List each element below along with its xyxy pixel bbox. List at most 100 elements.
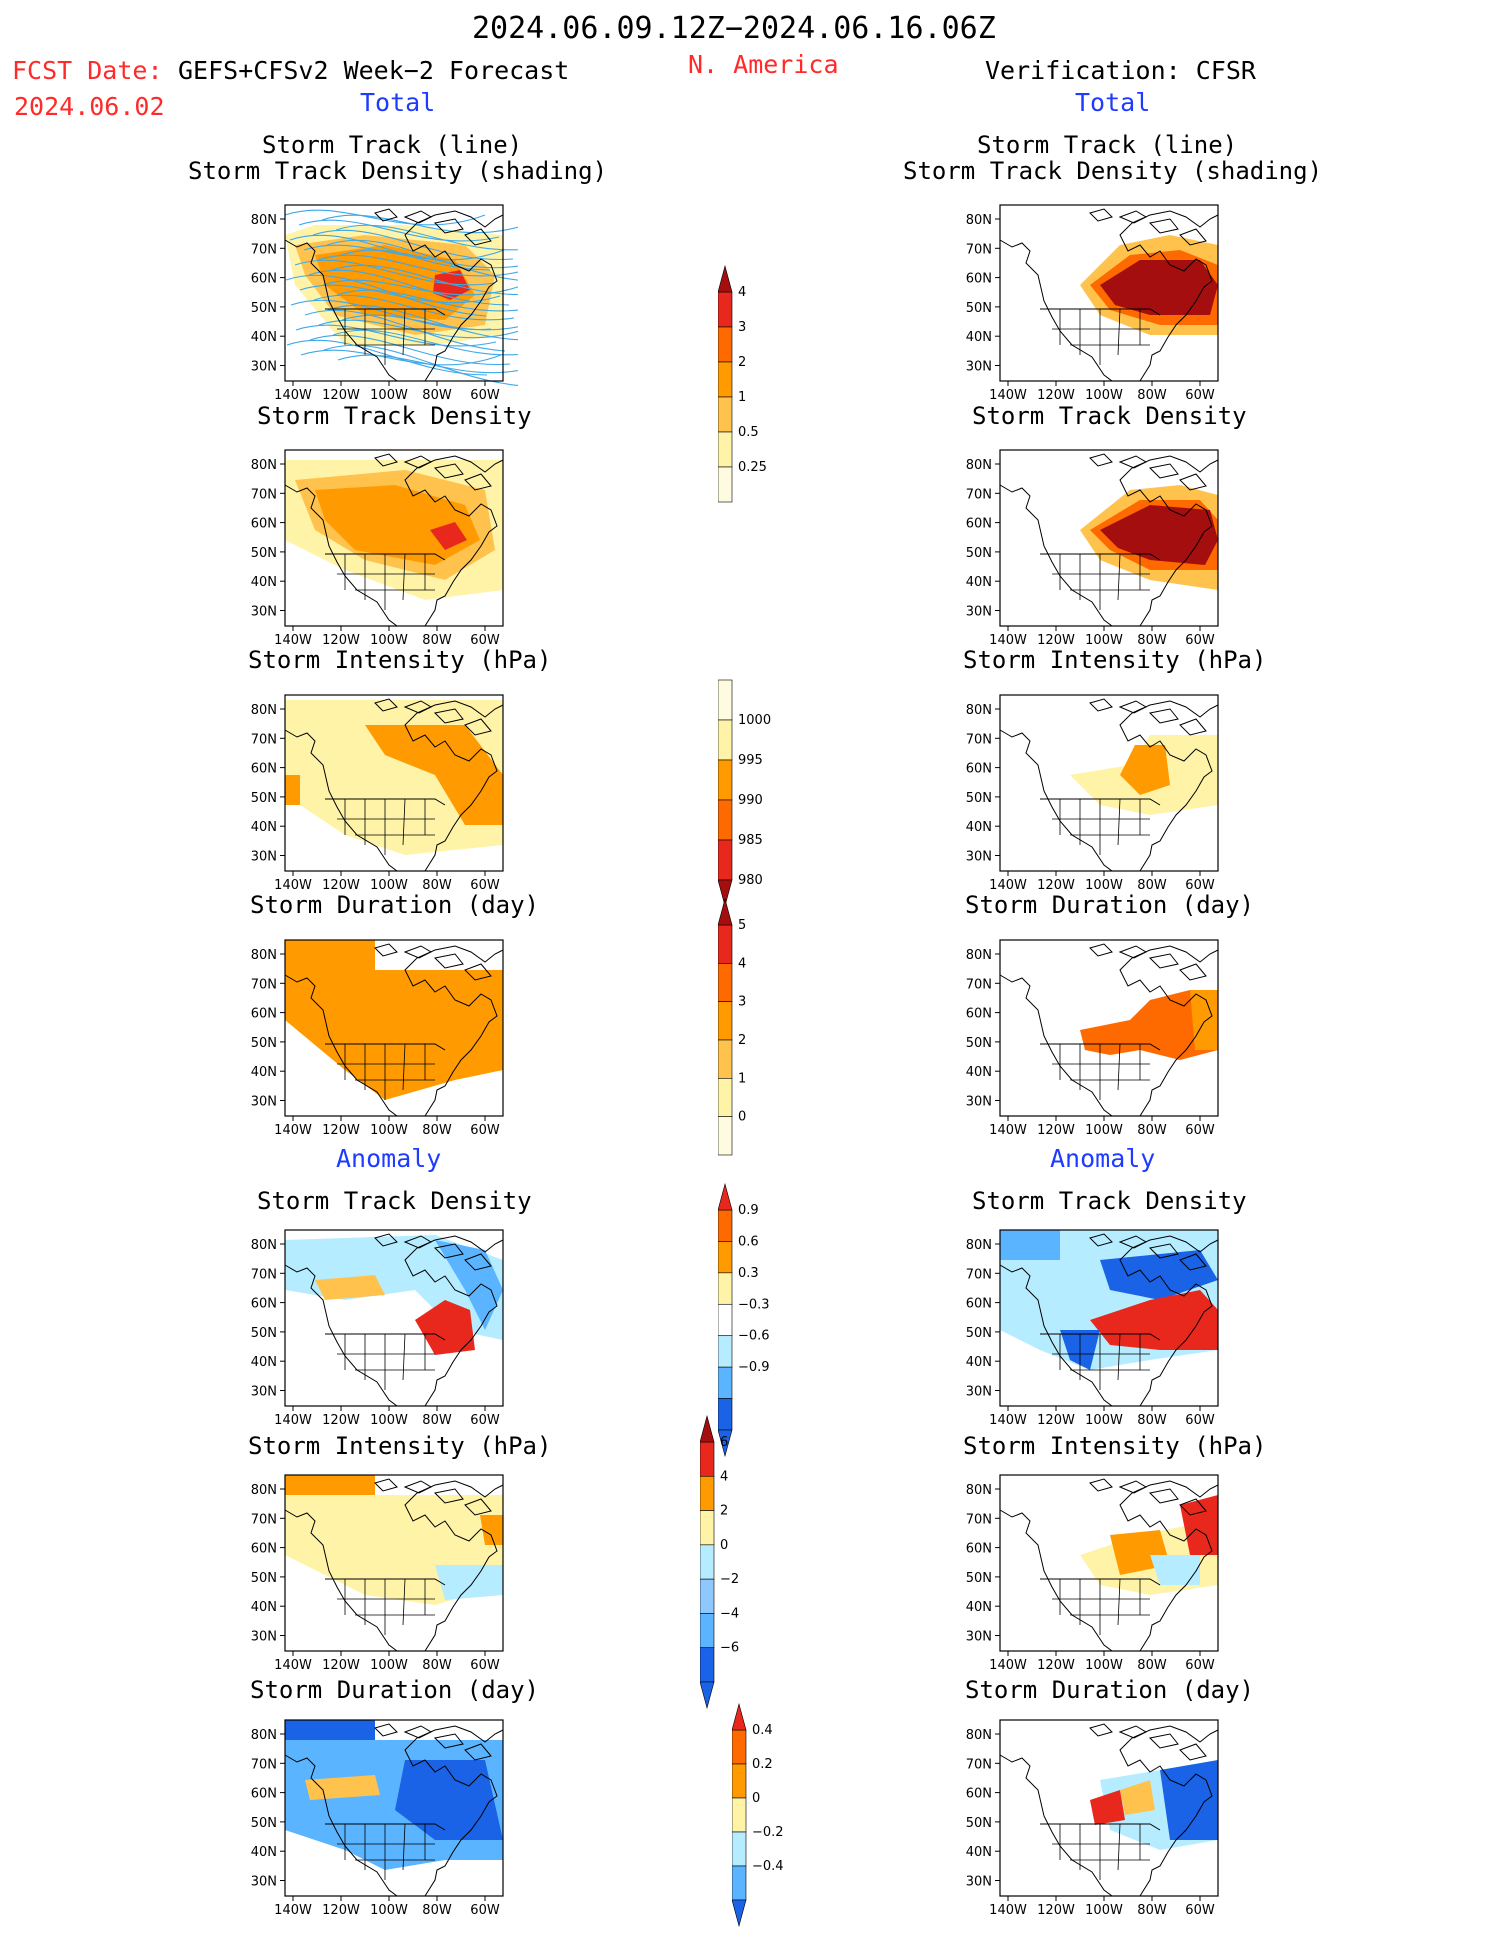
- coastline: [999, 700, 1219, 872]
- lat-tick-label: 50N: [251, 1571, 277, 1586]
- plot-frame: [999, 1719, 1219, 1897]
- lat-tick-label: 50N: [251, 1036, 277, 1051]
- island: [1089, 943, 1113, 957]
- state-line: [1117, 1823, 1121, 1871]
- anom-duration-title-right: Storm Duration (day): [965, 1676, 1254, 1704]
- lat-tick-label: 60N: [251, 1787, 277, 1802]
- shading-region: [285, 1475, 375, 1495]
- lon-tick-label: 80W: [1137, 1413, 1167, 1428]
- map-duration-verification: 80N 70N 60N 50N 40N 30N 140W 120W 100W 80W 60W: [945, 926, 1233, 1146]
- colorbar-label: 0.6: [738, 1234, 759, 1249]
- island: [464, 1498, 492, 1516]
- lat-tick-label: 80N: [251, 458, 277, 473]
- island: [403, 945, 433, 959]
- island: [1148, 1243, 1179, 1259]
- storm-track-line: [340, 249, 542, 269]
- lat-tick-label: 60N: [966, 1007, 992, 1022]
- storm-track-line: [312, 229, 514, 261]
- island: [1118, 1725, 1148, 1739]
- lon-tick-label: 120W: [322, 1413, 360, 1428]
- state-line: [402, 798, 406, 846]
- anom-intensity-title-left: Storm Intensity (hPa): [248, 1432, 552, 1460]
- lat-tick-label: 60N: [966, 272, 992, 287]
- map-track-verification: 80N 70N 60N 50N 40N 30N 140W 120W 100W 80W 60W: [945, 191, 1233, 411]
- colorbar-swatch: [717, 719, 733, 761]
- lat-tick-label: 40N: [251, 1600, 277, 1615]
- shading-region: [1120, 745, 1170, 795]
- island: [464, 1743, 492, 1761]
- colorbar-label: 0.3: [738, 1266, 759, 1281]
- intensity-title-right: Storm Intensity (hPa): [963, 646, 1267, 674]
- lon-tick-label: 120W: [1037, 633, 1075, 648]
- lon-tick-label: 80W: [422, 1413, 452, 1428]
- island: [1179, 963, 1207, 981]
- border-line: [1040, 1578, 1161, 1586]
- colorbar-label: 0: [720, 1538, 728, 1553]
- colorbar-swatch: [717, 679, 733, 721]
- lat-tick-label: 70N: [251, 1757, 277, 1772]
- island: [1148, 1733, 1179, 1749]
- lat-tick-label: 40N: [966, 1065, 992, 1080]
- island: [1179, 718, 1207, 736]
- colorbar-swatch: [717, 1335, 733, 1368]
- lon-tick-label: 100W: [1085, 878, 1123, 893]
- colorbar-label: 2: [738, 355, 746, 370]
- map-anom-density-forecast: 80N 70N 60N 50N 40N 30N 140W 120W 100W 80W 60W: [230, 1216, 518, 1436]
- shading-region: [480, 1515, 503, 1545]
- storm-track-line: [327, 304, 529, 341]
- shading-region: [430, 522, 467, 550]
- verification-label: Verification: CFSR: [985, 56, 1256, 85]
- border-line: [325, 553, 446, 561]
- lat-tick-label: 50N: [251, 1326, 277, 1341]
- coastline: [284, 455, 504, 627]
- colorbar-swatch: [717, 1272, 733, 1305]
- lat-tick-label: 30N: [966, 605, 992, 620]
- lat-tick-label: 80N: [251, 213, 277, 228]
- plot-frame: [999, 449, 1219, 627]
- lon-tick-label: 60W: [1185, 388, 1215, 403]
- lon-tick-label: 100W: [370, 1413, 408, 1428]
- coastline: [284, 210, 504, 382]
- lat-tick-label: 80N: [251, 1728, 277, 1743]
- density-title-left: Storm Track Density: [257, 402, 532, 430]
- island: [1148, 463, 1179, 479]
- lon-tick-label: 140W: [989, 1658, 1027, 1673]
- lat-tick-label: 70N: [251, 242, 277, 257]
- border-line: [1040, 553, 1161, 561]
- island: [1148, 953, 1179, 969]
- colorbar-swatch: [717, 1366, 733, 1399]
- forecast-model: GEFS+CFSv2 Week−2 Forecast: [178, 56, 570, 85]
- plot-frame: [284, 939, 504, 1117]
- lon-tick-label: 120W: [322, 1903, 360, 1918]
- island: [433, 463, 464, 479]
- storm-track-line: [303, 244, 505, 261]
- lat-tick-label: 80N: [966, 703, 992, 718]
- anom-intensity-title-right: Storm Intensity (hPa): [963, 1432, 1267, 1460]
- lat-tick-label: 40N: [251, 1355, 277, 1370]
- map-track-verification-svg: 80N 70N 60N 50N 40N 30N 140W 120W 100W 80W 60W: [966, 204, 1219, 403]
- lat-tick-label: 30N: [251, 1630, 277, 1645]
- lat-tick-label: 40N: [251, 820, 277, 835]
- lon-tick-label: 100W: [370, 388, 408, 403]
- map-density-verification-svg: 80N 70N 60N 50N 40N 30N 140W 120W 100W 80W 60W: [966, 449, 1219, 648]
- colorbar-label: 3: [738, 320, 746, 335]
- colorbar-label: 4: [720, 1469, 728, 1484]
- lat-tick-label: 70N: [966, 242, 992, 257]
- border-line: [1040, 1043, 1161, 1051]
- plot-frame: [284, 1719, 504, 1897]
- colorbar-label: 4: [738, 285, 746, 300]
- lon-tick-label: 120W: [322, 633, 360, 648]
- plot-frame: [999, 694, 1219, 872]
- lat-tick-label: 70N: [966, 1267, 992, 1282]
- coastline: [284, 700, 504, 872]
- island: [464, 473, 492, 491]
- colorbar-label: 1: [738, 390, 746, 405]
- colorbar-label: −0.2: [752, 1825, 784, 1840]
- lat-tick-label: 80N: [966, 1483, 992, 1498]
- lon-tick-label: 60W: [470, 1413, 500, 1428]
- map-duration-verification-svg: 80N 70N 60N 50N 40N 30N 140W 120W 100W 80W 60W: [966, 939, 1219, 1138]
- lat-tick-label: 80N: [251, 948, 277, 963]
- lon-tick-label: 80W: [1137, 1658, 1167, 1673]
- storm-track-line: [290, 299, 492, 331]
- lon-tick-label: 100W: [370, 878, 408, 893]
